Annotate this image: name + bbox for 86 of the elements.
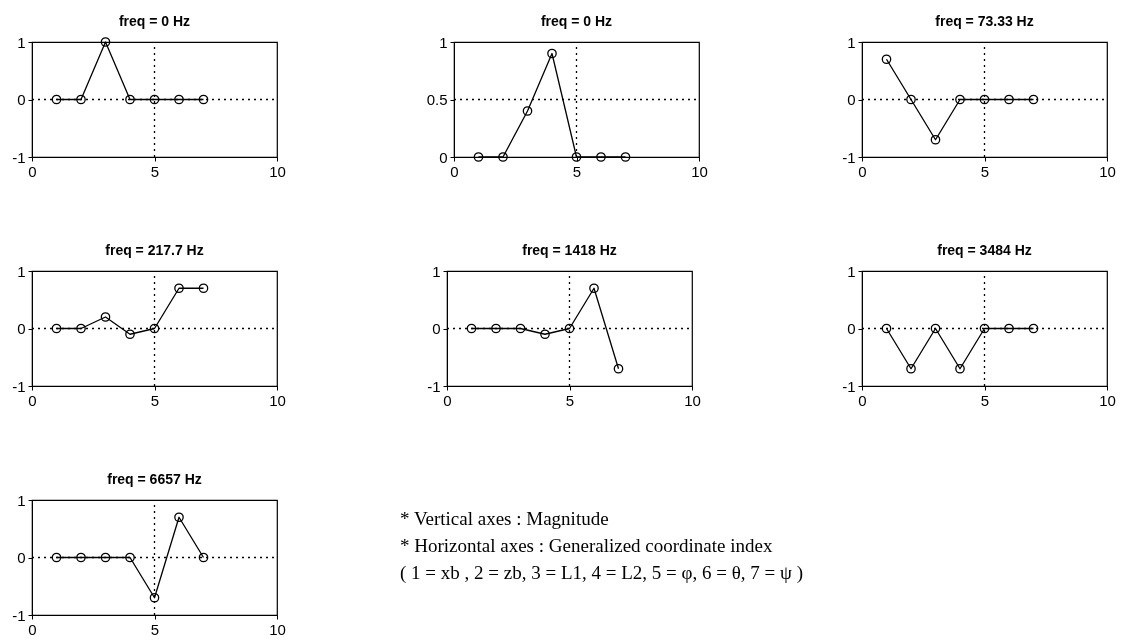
point <box>149 323 160 334</box>
x-tick-label: 5 <box>980 391 990 409</box>
chart-title: freq = 73.33 Hz <box>935 13 1034 29</box>
x-tick-label: 5 <box>150 391 160 409</box>
chart-title: freq = 0 Hz <box>540 13 613 29</box>
x-tick-label: 10 <box>1099 391 1116 409</box>
point <box>881 54 892 65</box>
point <box>906 94 916 105</box>
y-tick-label: -1 <box>842 377 856 395</box>
y-tick-label: 0 <box>17 91 26 108</box>
x-tick-label: 5 <box>150 162 160 180</box>
x-tick-label: 0 <box>858 391 867 409</box>
text: ( 1 = xb , 2 = zb, 3 = L1, 4 = L2, 5 = φ, 6 = θ, 7 = ψ ) <box>400 561 804 584</box>
chart-title: freq = 217.7 Hz <box>105 242 204 258</box>
y-tick-label: 0 <box>439 148 448 166</box>
point <box>596 152 606 162</box>
y-tick-label: -1 <box>427 377 441 395</box>
point <box>620 152 631 162</box>
point <box>76 323 86 334</box>
point <box>930 134 941 145</box>
text: * Horizontal axes : Generalized coordinate index <box>400 535 773 556</box>
point <box>149 592 160 603</box>
x-tick-label: 0 <box>28 391 37 409</box>
y-tick-label: -1 <box>12 377 26 395</box>
y-tick-label: -1 <box>12 148 26 166</box>
y-tick-label: 1 <box>432 262 441 280</box>
point <box>955 94 965 105</box>
x-tick-label: 5 <box>150 620 160 638</box>
x-tick-label: 0 <box>28 162 37 180</box>
y-tick-label: 1 <box>847 33 856 51</box>
y-tick-label: 1 <box>17 491 26 509</box>
y-tick-label: 0 <box>847 91 856 108</box>
point <box>473 152 484 162</box>
point <box>100 552 111 563</box>
point <box>522 106 533 116</box>
point <box>564 323 575 334</box>
y-tick-label: 0 <box>847 320 856 337</box>
x-tick-label: 10 <box>269 620 286 638</box>
point <box>1004 94 1014 105</box>
x-tick-label: 10 <box>691 162 708 180</box>
x-tick-label: 5 <box>980 162 990 180</box>
x-tick-label: 10 <box>269 391 286 409</box>
point <box>571 152 582 162</box>
y-tick-label: 0 <box>17 549 26 566</box>
x-tick-label: 5 <box>565 391 575 409</box>
point <box>613 363 624 374</box>
y-tick-label: 0 <box>432 320 441 337</box>
point <box>198 552 209 563</box>
point <box>198 283 209 294</box>
chart-title: freq = 1418 Hz <box>522 242 617 258</box>
y-tick-label: 1 <box>17 33 26 51</box>
point <box>51 323 62 334</box>
y-tick-label: -1 <box>12 606 26 624</box>
y-tick-label: 1 <box>847 262 856 280</box>
point <box>51 552 62 563</box>
point <box>125 552 135 563</box>
x-tick-label: 0 <box>450 162 459 180</box>
chart-title: freq = 0 Hz <box>118 13 191 29</box>
point <box>76 552 86 563</box>
y-tick-label: 0 <box>17 320 26 337</box>
y-tick-label: 0.5 <box>426 91 448 108</box>
point <box>100 312 111 322</box>
point <box>498 152 508 162</box>
y-tick-label: 1 <box>439 33 448 51</box>
point <box>1028 94 1039 105</box>
x-tick-label: 0 <box>28 620 37 638</box>
point <box>125 329 135 340</box>
text: * Vertical axes : Magnitude <box>400 508 609 530</box>
x-tick-label: 10 <box>684 391 701 409</box>
chart-title: freq = 6657 Hz <box>107 471 202 487</box>
x-tick-label: 10 <box>1099 162 1116 180</box>
point <box>174 512 184 523</box>
point <box>174 283 184 294</box>
x-tick-label: 10 <box>269 162 286 180</box>
x-tick-label: 0 <box>858 162 867 180</box>
point <box>540 329 550 340</box>
chart-title: freq = 3484 Hz <box>937 242 1032 258</box>
y-tick-label: -1 <box>842 148 856 166</box>
point <box>979 94 990 105</box>
point <box>491 323 501 334</box>
point <box>466 323 477 334</box>
x-tick-label: 5 <box>572 162 582 180</box>
point <box>515 323 526 334</box>
point <box>589 283 599 294</box>
point <box>547 48 557 59</box>
y-tick-label: 1 <box>17 262 26 280</box>
